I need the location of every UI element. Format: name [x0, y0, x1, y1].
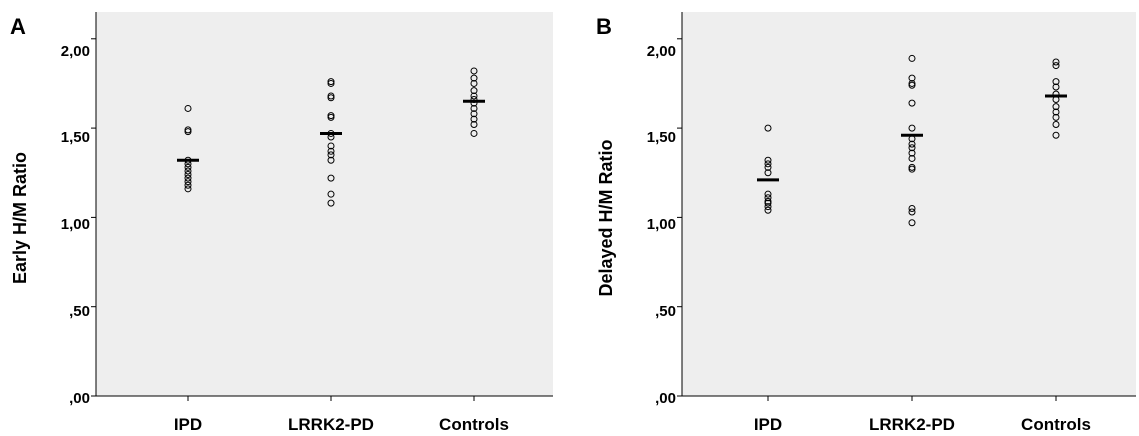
data-point: [908, 54, 916, 62]
data-point: [327, 190, 335, 198]
x-category-label: IPD: [174, 415, 202, 434]
data-point: [908, 99, 916, 107]
y-tick-label: ,50: [69, 303, 90, 320]
data-point: [470, 121, 478, 129]
data-point: [764, 203, 772, 211]
data-point: [764, 169, 772, 177]
data-point: [327, 174, 335, 182]
data-point: [764, 160, 772, 168]
y-tick-label: 2,00: [61, 43, 90, 60]
data-point: [184, 128, 192, 136]
x-category-label: IPD: [754, 415, 782, 434]
data-point: [1052, 121, 1060, 129]
x-category-label: LRRK2-PD: [869, 415, 955, 434]
y-tick-label: ,00: [655, 390, 676, 407]
y-tick-label: 2,00: [647, 43, 676, 60]
data-point: [1052, 83, 1060, 91]
data-point: [908, 140, 916, 148]
data-point: [470, 129, 478, 137]
data-point: [764, 163, 772, 171]
panel-label-b: B: [596, 14, 612, 39]
data-point: [908, 81, 916, 89]
data-point: [908, 149, 916, 157]
data-point: [908, 144, 916, 152]
data-point: [908, 165, 916, 173]
data-point: [908, 219, 916, 227]
data-point: [764, 156, 772, 164]
data-point: [327, 199, 335, 207]
y-axis-title-a: Early H/M Ratio: [10, 152, 30, 284]
data-point: [470, 110, 478, 118]
data-point: [470, 79, 478, 87]
data-point: [184, 174, 192, 182]
data-point: [470, 104, 478, 112]
panel-label-a: A: [10, 14, 26, 39]
y-tick-label: 1,50: [647, 129, 676, 146]
data-point: [470, 87, 478, 95]
data-point: [327, 94, 335, 102]
y-tick-label: ,00: [69, 390, 90, 407]
data-point: [908, 154, 916, 162]
data-point: [908, 204, 916, 212]
data-point: [184, 163, 192, 171]
data-point: [470, 67, 478, 75]
data-point: [184, 185, 192, 193]
data-point: [184, 104, 192, 112]
plot-area: [96, 12, 553, 396]
data-point: [908, 124, 916, 132]
data-point: [327, 151, 335, 159]
plot-area: [682, 12, 1136, 396]
data-point: [764, 190, 772, 198]
data-point: [327, 142, 335, 150]
data-point: [1052, 62, 1060, 70]
data-point: [327, 79, 335, 87]
x-category-label: LRRK2-PD: [288, 415, 374, 434]
data-point: [1052, 103, 1060, 111]
data-point: [327, 147, 335, 155]
y-tick-label: 1,50: [61, 129, 90, 146]
data-point: [327, 156, 335, 164]
data-point: [470, 92, 478, 100]
data-point: [908, 74, 916, 82]
data-point: [1052, 58, 1060, 66]
data-point: [764, 124, 772, 132]
data-point: [1052, 108, 1060, 116]
data-point: [470, 115, 478, 123]
data-point: [470, 74, 478, 82]
y-tick-label: ,50: [655, 303, 676, 320]
x-category-label: Controls: [1021, 415, 1091, 434]
data-point: [1052, 78, 1060, 86]
y-tick-label: 1,00: [647, 216, 676, 233]
data-point: [764, 199, 772, 207]
data-point: [184, 178, 192, 186]
data-point: [184, 167, 192, 175]
chart-panel-b: B Delayed H/M Ratio ,00 ,50 1,00 1,50 2,…: [596, 12, 1136, 434]
x-category-label: Controls: [439, 415, 509, 434]
data-point: [908, 208, 916, 216]
data-point: [1052, 131, 1060, 139]
data-point: [184, 181, 192, 189]
data-point: [1052, 113, 1060, 121]
data-point: [764, 194, 772, 202]
y-axis-title-b: Delayed H/M Ratio: [596, 139, 616, 296]
data-point: [184, 171, 192, 179]
data-point: [764, 206, 772, 214]
chart-panel-a: A Early H/M Ratio ,00 ,50 1,00 1,50 2,00…: [10, 12, 553, 434]
y-tick-label: 1,00: [61, 216, 90, 233]
data-point: [327, 113, 335, 121]
